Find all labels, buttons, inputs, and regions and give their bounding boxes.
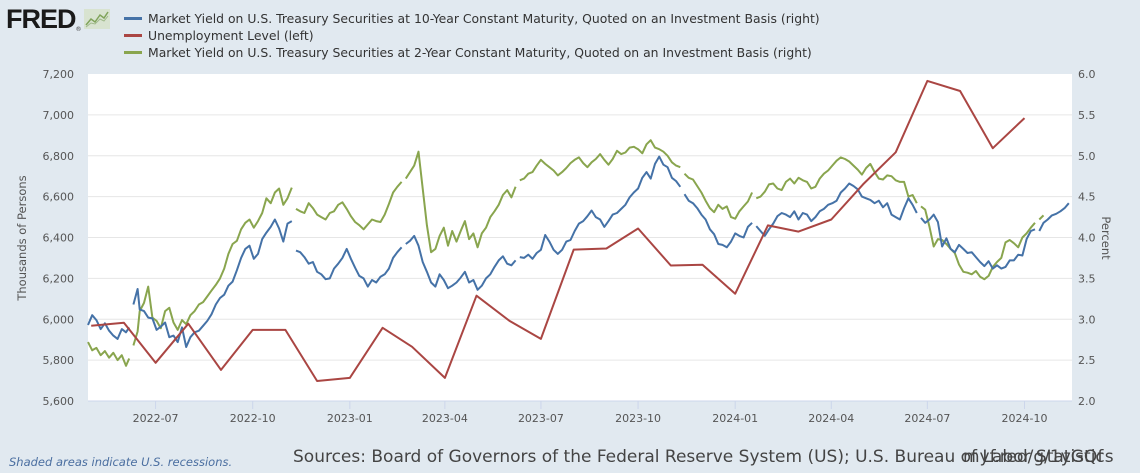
series-unemployment-level: [91, 79, 1026, 382]
gridlines: [88, 114, 1072, 361]
series-10y-yield: [87, 155, 1070, 348]
series-line-segment: [405, 234, 517, 291]
legend-label-unemployment: Unemployment Level (left): [148, 28, 314, 43]
right-tick-label: 4.0: [1078, 232, 1096, 245]
series-line-segment: [519, 139, 681, 182]
x-tick-label: 2023-10: [615, 412, 661, 425]
left-axis-title: Thousands of Persons: [15, 175, 29, 301]
left-tick-label: 7,000: [43, 109, 75, 122]
left-tick-label: 5,600: [43, 395, 75, 408]
series-line-segment: [920, 213, 1036, 270]
x-tick-label: 2024-07: [904, 412, 950, 425]
series-line-segment: [87, 314, 131, 340]
fred-logo[interactable]: FRED ®: [6, 6, 110, 33]
short-url-link[interactable]: myf.red/g/1yGQf: [963, 447, 1104, 467]
fred-chart-icon: [83, 9, 110, 29]
series-line-segment: [87, 341, 131, 367]
legend-item-unemployment[interactable]: Unemployment Level (left): [124, 27, 820, 44]
chart-legend: Market Yield on U.S. Treasury Securities…: [124, 10, 820, 61]
legend-swatch-2y: [124, 51, 142, 54]
right-tick-label: 3.0: [1078, 313, 1096, 326]
right-tick-label: 4.5: [1078, 191, 1096, 204]
x-axis-ticks: 2022-07 2022-10 2023-01 2023-04 2023-07 2023-…: [88, 400, 1072, 425]
left-tick-label: 6,400: [43, 232, 75, 245]
series-line-segment: [683, 172, 754, 220]
x-tick-label: 2022-10: [230, 412, 276, 425]
series-line-segment: [1038, 202, 1070, 232]
right-tick-label: 5.5: [1078, 109, 1096, 122]
left-tick-label: 6,200: [43, 272, 75, 285]
x-tick-label: 2024-10: [1002, 412, 1048, 425]
left-tick-label: 5,800: [43, 354, 75, 367]
right-axis-title: Percent: [1099, 216, 1113, 260]
fred-logo-text: FRED: [6, 4, 76, 34]
right-tick-label: 2.0: [1078, 395, 1096, 408]
legend-item-2y[interactable]: Market Yield on U.S. Treasury Securities…: [124, 44, 820, 61]
legend-swatch-unemployment: [124, 34, 142, 37]
series-line-segment: [91, 79, 1026, 382]
left-tick-label: 6,000: [43, 313, 75, 326]
sources-text: Sources: Board of Governors of the Feder…: [293, 447, 1114, 467]
legend-item-10y[interactable]: Market Yield on U.S. Treasury Securities…: [124, 10, 820, 27]
legend-label-2y: Market Yield on U.S. Treasury Securities…: [148, 45, 812, 60]
right-tick-label: 5.0: [1078, 150, 1096, 163]
x-tick-label: 2023-04: [422, 412, 468, 425]
series-line-segment: [132, 187, 293, 346]
series-line-segment: [683, 193, 753, 249]
x-tick-label: 2022-07: [133, 412, 179, 425]
right-tick-label: 6.0: [1078, 68, 1096, 81]
series-line-segment: [295, 181, 403, 231]
right-axis-ticks: 2.0 2.5 3.0 3.5 4.0 4.5 5.0 5.5 6.0: [1078, 68, 1096, 408]
left-tick-label: 6,600: [43, 191, 75, 204]
legend-swatch-10y: [124, 17, 142, 20]
x-tick-label: 2024-01: [712, 412, 758, 425]
series-line-segment: [404, 150, 517, 254]
series-line-segment: [295, 246, 403, 288]
series-line-segment: [132, 218, 293, 348]
series-line-segment: [755, 156, 918, 204]
registered-mark: ®: [75, 26, 82, 33]
series-lines: [87, 79, 1070, 382]
x-tick-label: 2023-01: [327, 412, 373, 425]
x-tick-label: 2023-07: [518, 412, 564, 425]
series-line-segment: [519, 155, 682, 260]
left-axis-ticks: 5,600 5,800 6,000 6,200 6,400 6,600 6,800 7,000…: [43, 68, 75, 408]
left-tick-label: 6,800: [43, 150, 75, 163]
right-tick-label: 3.5: [1078, 272, 1096, 285]
recession-note: Shaded areas indicate U.S. recessions.: [9, 455, 233, 469]
left-tick-label: 7,200: [43, 68, 75, 81]
series-line-segment: [1038, 214, 1045, 221]
right-tick-label: 2.5: [1078, 354, 1096, 367]
legend-label-10y: Market Yield on U.S. Treasury Securities…: [148, 11, 820, 26]
x-tick-label: 2024-04: [808, 412, 854, 425]
series-line-segment: [755, 182, 918, 237]
